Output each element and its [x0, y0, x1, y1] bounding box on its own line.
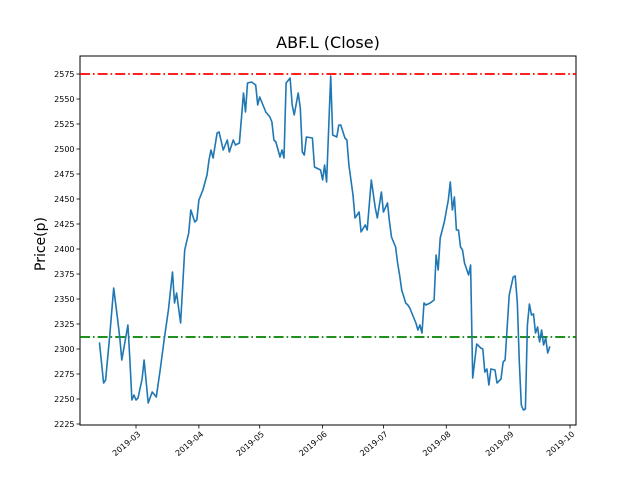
y-tick-label: 2275	[54, 370, 74, 379]
y-tick-label: 2375	[54, 270, 74, 279]
x-tick-label: 2019-10	[545, 430, 576, 458]
y-tick-label: 2575	[54, 70, 74, 79]
x-tick-label: 2019-09	[484, 430, 515, 458]
y-tick-label: 2400	[54, 245, 74, 254]
y-axis-ticks: 2225 2250 2275 2300 2325 2350 2375 2400 2425 2450…	[54, 70, 80, 429]
close-price-line	[98, 75, 551, 411]
y-tick-label: 2475	[54, 170, 74, 179]
y-tick-label: 2425	[54, 220, 74, 229]
x-tick-label: 2019-07	[358, 430, 389, 458]
y-tick-label: 2250	[54, 395, 74, 404]
y-tick-label: 2350	[54, 295, 74, 304]
y-tick-label: 2450	[54, 195, 74, 204]
x-tick-label: 2019-05	[235, 430, 266, 458]
x-tick-label: 2019-08	[421, 430, 452, 458]
x-axis-ticks: 2019-03 2019-04 2019-05 2019-06 2019-07 2019-…	[111, 425, 576, 458]
x-tick-label: 2019-04	[174, 430, 205, 458]
y-tick-label: 2550	[54, 95, 74, 104]
plot-area-border	[79, 55, 577, 426]
x-tick-label: 2019-06	[297, 430, 328, 458]
x-tick-label: 2019-03	[111, 430, 142, 458]
y-axis-label: Price(p)	[33, 217, 49, 271]
y-tick-label: 2300	[54, 345, 74, 354]
y-tick-label: 2325	[54, 320, 74, 329]
y-tick-label: 2500	[54, 145, 74, 154]
y-tick-label: 2525	[54, 120, 74, 129]
chart-title: ABF.L (Close)	[276, 33, 380, 52]
y-tick-label: 2225	[54, 420, 74, 429]
